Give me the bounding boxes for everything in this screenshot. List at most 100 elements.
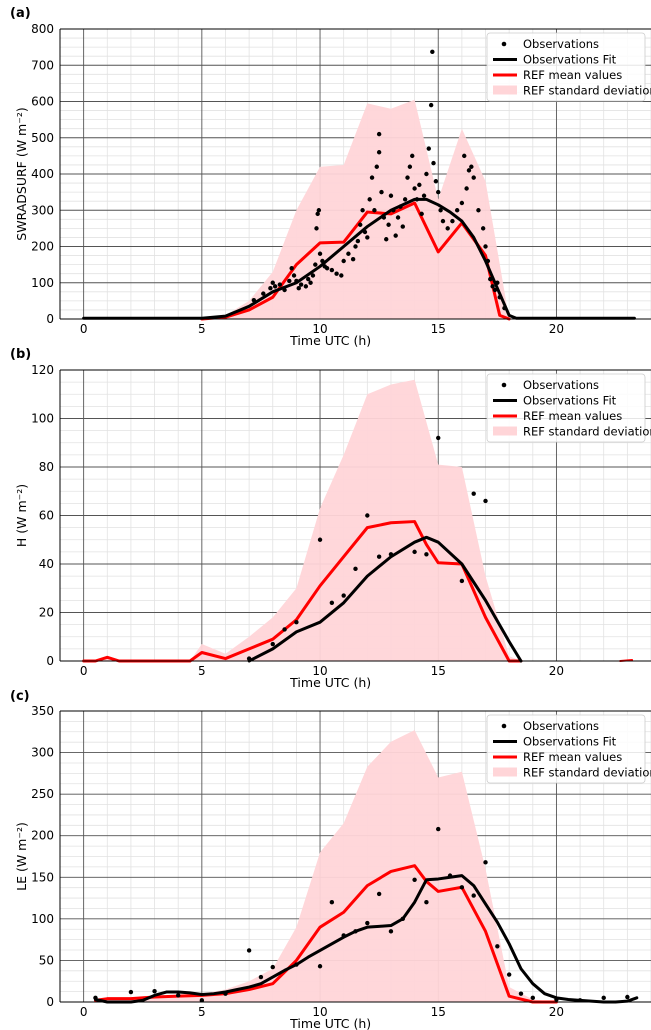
observation-point [346,251,351,256]
legend-ref-std-swatch [493,767,517,777]
observation-point [289,266,294,271]
x-tick-label: 5 [198,664,206,678]
observation-point [246,948,252,953]
observation-point [374,164,379,169]
x-tick-label: 15 [431,1005,446,1019]
y-axis-label: SWRADSURF (W m⁻²) [14,107,29,240]
observation-point [339,273,344,278]
observation-point [381,215,387,220]
observation-point [502,305,507,311]
observation-point [334,271,339,276]
observation-point [490,284,495,289]
x-axis-label: Time UTC (h) [289,333,371,348]
observation-point [497,295,502,300]
legend-observations-marker [501,41,507,47]
y-tick-label: 600 [31,95,54,109]
x-tick-label: 0 [80,1005,88,1019]
observation-point [388,929,394,934]
observation-point [353,929,358,934]
observation-point [436,189,441,195]
observation-point [360,208,365,213]
observation-point [405,175,410,180]
observation-point [384,237,389,242]
observation-point [314,226,319,231]
observations-fit-line [93,874,639,1004]
observation-point [272,284,278,289]
observation-point [176,993,181,998]
observation-point [459,885,465,890]
observation-point [199,998,205,1003]
observation-point [459,578,465,584]
observation-point [419,211,424,217]
legend-label-ref-mean: REF mean values [523,750,622,764]
legend-label-fit: Observations Fit [523,394,617,408]
observation-point [341,593,346,598]
x-tick-label: 15 [431,664,446,678]
observation-point [518,991,524,996]
observation-point [398,204,403,209]
legend-ref-std-swatch [493,85,517,95]
ref-std-area [83,99,510,319]
observation-point [440,218,446,224]
y-tick-label: 0 [46,312,54,326]
y-tick-label: 100 [31,276,54,290]
observation-point [431,160,436,166]
observation-point [464,186,469,191]
x-axis-label: Time UTC (h) [289,1016,371,1030]
observation-point [495,280,500,285]
observation-point [317,537,323,542]
legend-label-observations: Observations [523,378,599,392]
y-tick-label: 150 [31,870,54,884]
observation-point [601,995,606,1001]
observation-point [313,262,318,267]
y-tick-label: 50 [39,953,54,967]
legend-label-ref-mean: REF mean values [523,68,622,82]
legend-label-ref-std: REF standard deviation [523,425,651,439]
observation-point [454,208,460,213]
y-tick-label: 300 [31,746,54,760]
y-tick-label: 300 [31,203,54,217]
observation-point [577,998,583,1003]
x-tick-label: 10 [312,1005,327,1019]
observation-points [93,826,630,1003]
observation-point [258,974,264,980]
observation-point [412,186,417,191]
ref-std-area [83,379,521,661]
observation-point [433,179,439,184]
observation-point [459,200,465,206]
observation-point [430,49,435,55]
observation-point [483,498,488,504]
y-tick-label: 0 [46,654,54,668]
observation-point [310,273,316,278]
y-tick-label: 40 [39,557,54,571]
y-axis-label: H (W m⁻²) [14,484,29,547]
observations-fit-line [247,535,523,663]
observation-point [355,238,361,244]
chart-panel-1: (a)0 5 10 15 200100200300400500600700800Time… [10,6,651,348]
x-tick-label: 0 [80,322,88,336]
observation-point [554,997,559,1002]
observation-point [341,258,346,264]
observation-point [388,193,394,198]
observation-point [436,435,441,441]
x-tick-label: 15 [431,322,446,336]
x-tick-label: 20 [549,664,564,678]
observation-point [306,276,311,282]
observation-point [492,287,498,293]
observation-point [294,278,299,284]
y-tick-label: 20 [39,606,54,620]
observation-point [424,900,429,905]
observation-point [412,549,417,555]
legend-label-ref-std: REF standard deviation [523,766,651,780]
legend-label-ref-std: REF standard deviation [523,84,651,98]
observation-point [277,282,283,287]
observation-point [367,197,372,202]
y-tick-label: 500 [31,131,54,145]
observation-point [246,656,252,661]
observation-point [329,267,335,273]
panel-label: (b) [10,347,31,362]
observation-points [251,49,507,311]
